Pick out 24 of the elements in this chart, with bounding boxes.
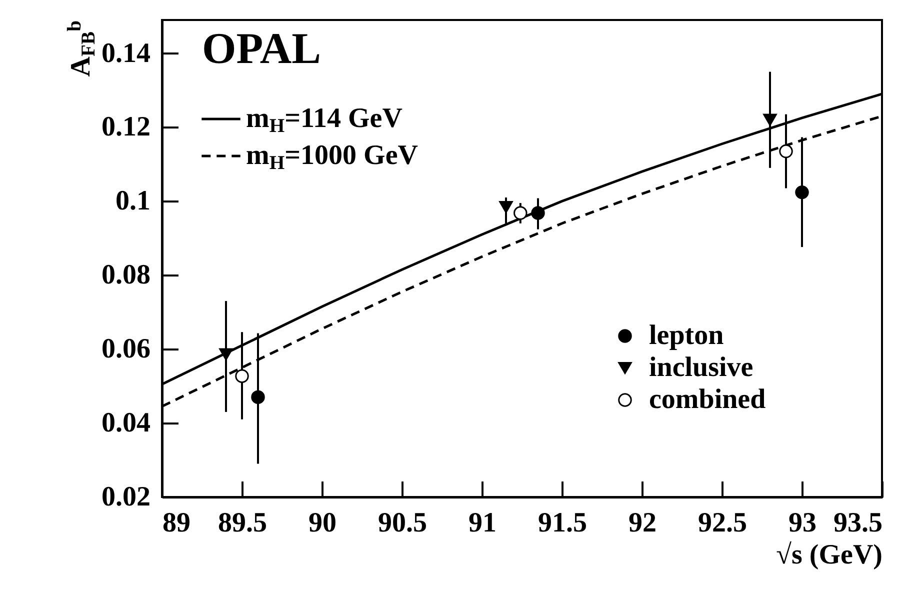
y-tick-label: 0.12 <box>102 112 150 143</box>
x-tick-label: 93 <box>788 508 816 538</box>
y-tick-label: 0.06 <box>102 334 150 365</box>
x-tick-label: 93.5 <box>834 508 882 538</box>
x-tick-label: 92.5 <box>698 508 747 538</box>
x-tick-label: 90.5 <box>378 508 427 538</box>
legend-label: m$_{H}$=114 GeV <box>246 103 402 137</box>
y-tick-label: 0.1 <box>116 186 150 217</box>
x-tick-label: 91.5 <box>538 508 587 538</box>
x-tick-label: 90 <box>308 508 336 538</box>
legend-label: lepton <box>649 320 724 351</box>
legend-label: inclusive <box>649 352 754 383</box>
x-tick-label: 91 <box>468 508 496 538</box>
y-tick-label: 0.02 <box>102 482 150 512</box>
x-tick-label: 89.5 <box>218 508 267 538</box>
x-axis-title: √s (GeV) <box>776 540 882 570</box>
x-tick-label: 92 <box>628 508 656 538</box>
y-tick-label: 0.08 <box>102 260 150 291</box>
y-tick-label: 0.04 <box>102 408 150 439</box>
x-tick-label: 89 <box>162 508 190 538</box>
y-tick-label: 0.14 <box>102 38 150 69</box>
annotation: OPAL <box>202 24 321 73</box>
legend-label: m$_{H}$=1000 GeV <box>246 140 418 174</box>
legend-label: combined <box>649 384 766 415</box>
